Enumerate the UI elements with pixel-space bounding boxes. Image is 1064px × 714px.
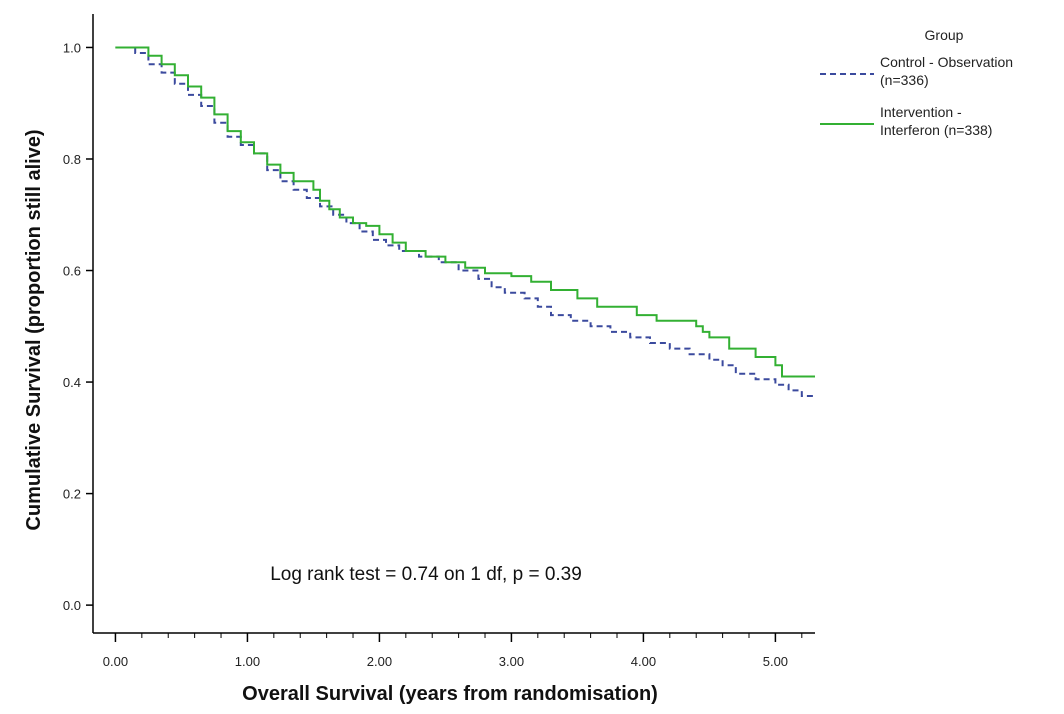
legend-item-control: Control - Observation (n=336)	[820, 54, 1013, 88]
legend-label-control-line1: Control - Observation	[880, 54, 1013, 70]
y-tick-label: 0.6	[63, 264, 81, 279]
y-axis-title: Cumulative Survival (proportion still al…	[23, 129, 45, 530]
ticks: 0.0 0.2 0.4 0.6 0.8 1.0 0.00 1.00 2.00 3.00 4.00 5.…	[63, 40, 803, 669]
y-tick-label: 0.2	[63, 487, 81, 502]
series-line-intervention	[115, 46, 815, 378]
legend: Group Control - Observation (n=336) Inte…	[820, 27, 1013, 138]
x-tick-label: 5.00	[763, 654, 788, 669]
log-rank-annotation: Log rank test = 0.74 on 1 df, p = 0.39	[270, 564, 582, 585]
y-tick-label: 1.0	[63, 40, 81, 55]
legend-item-intervention: Intervention - Interferon (n=338)	[820, 104, 992, 138]
axes	[92, 14, 815, 634]
series	[115, 46, 815, 397]
series-line-control	[115, 46, 815, 397]
x-tick-label: 0.00	[103, 654, 128, 669]
legend-label-control-line2: (n=336)	[880, 72, 929, 88]
x-tick-label: 3.00	[499, 654, 524, 669]
legend-label-intervention-line1: Intervention -	[880, 104, 962, 120]
x-axis-title: Overall Survival (years from randomisati…	[242, 683, 658, 705]
y-tick-label: 0.8	[63, 152, 81, 167]
legend-label-intervention-line2: Interferon (n=338)	[880, 122, 992, 138]
x-tick-label: 4.00	[631, 654, 656, 669]
y-tick-label: 0.0	[63, 598, 81, 613]
x-tick-label: 2.00	[367, 654, 392, 669]
legend-title: Group	[925, 27, 964, 43]
x-tick-label: 1.00	[235, 654, 260, 669]
y-tick-label: 0.4	[63, 375, 81, 390]
